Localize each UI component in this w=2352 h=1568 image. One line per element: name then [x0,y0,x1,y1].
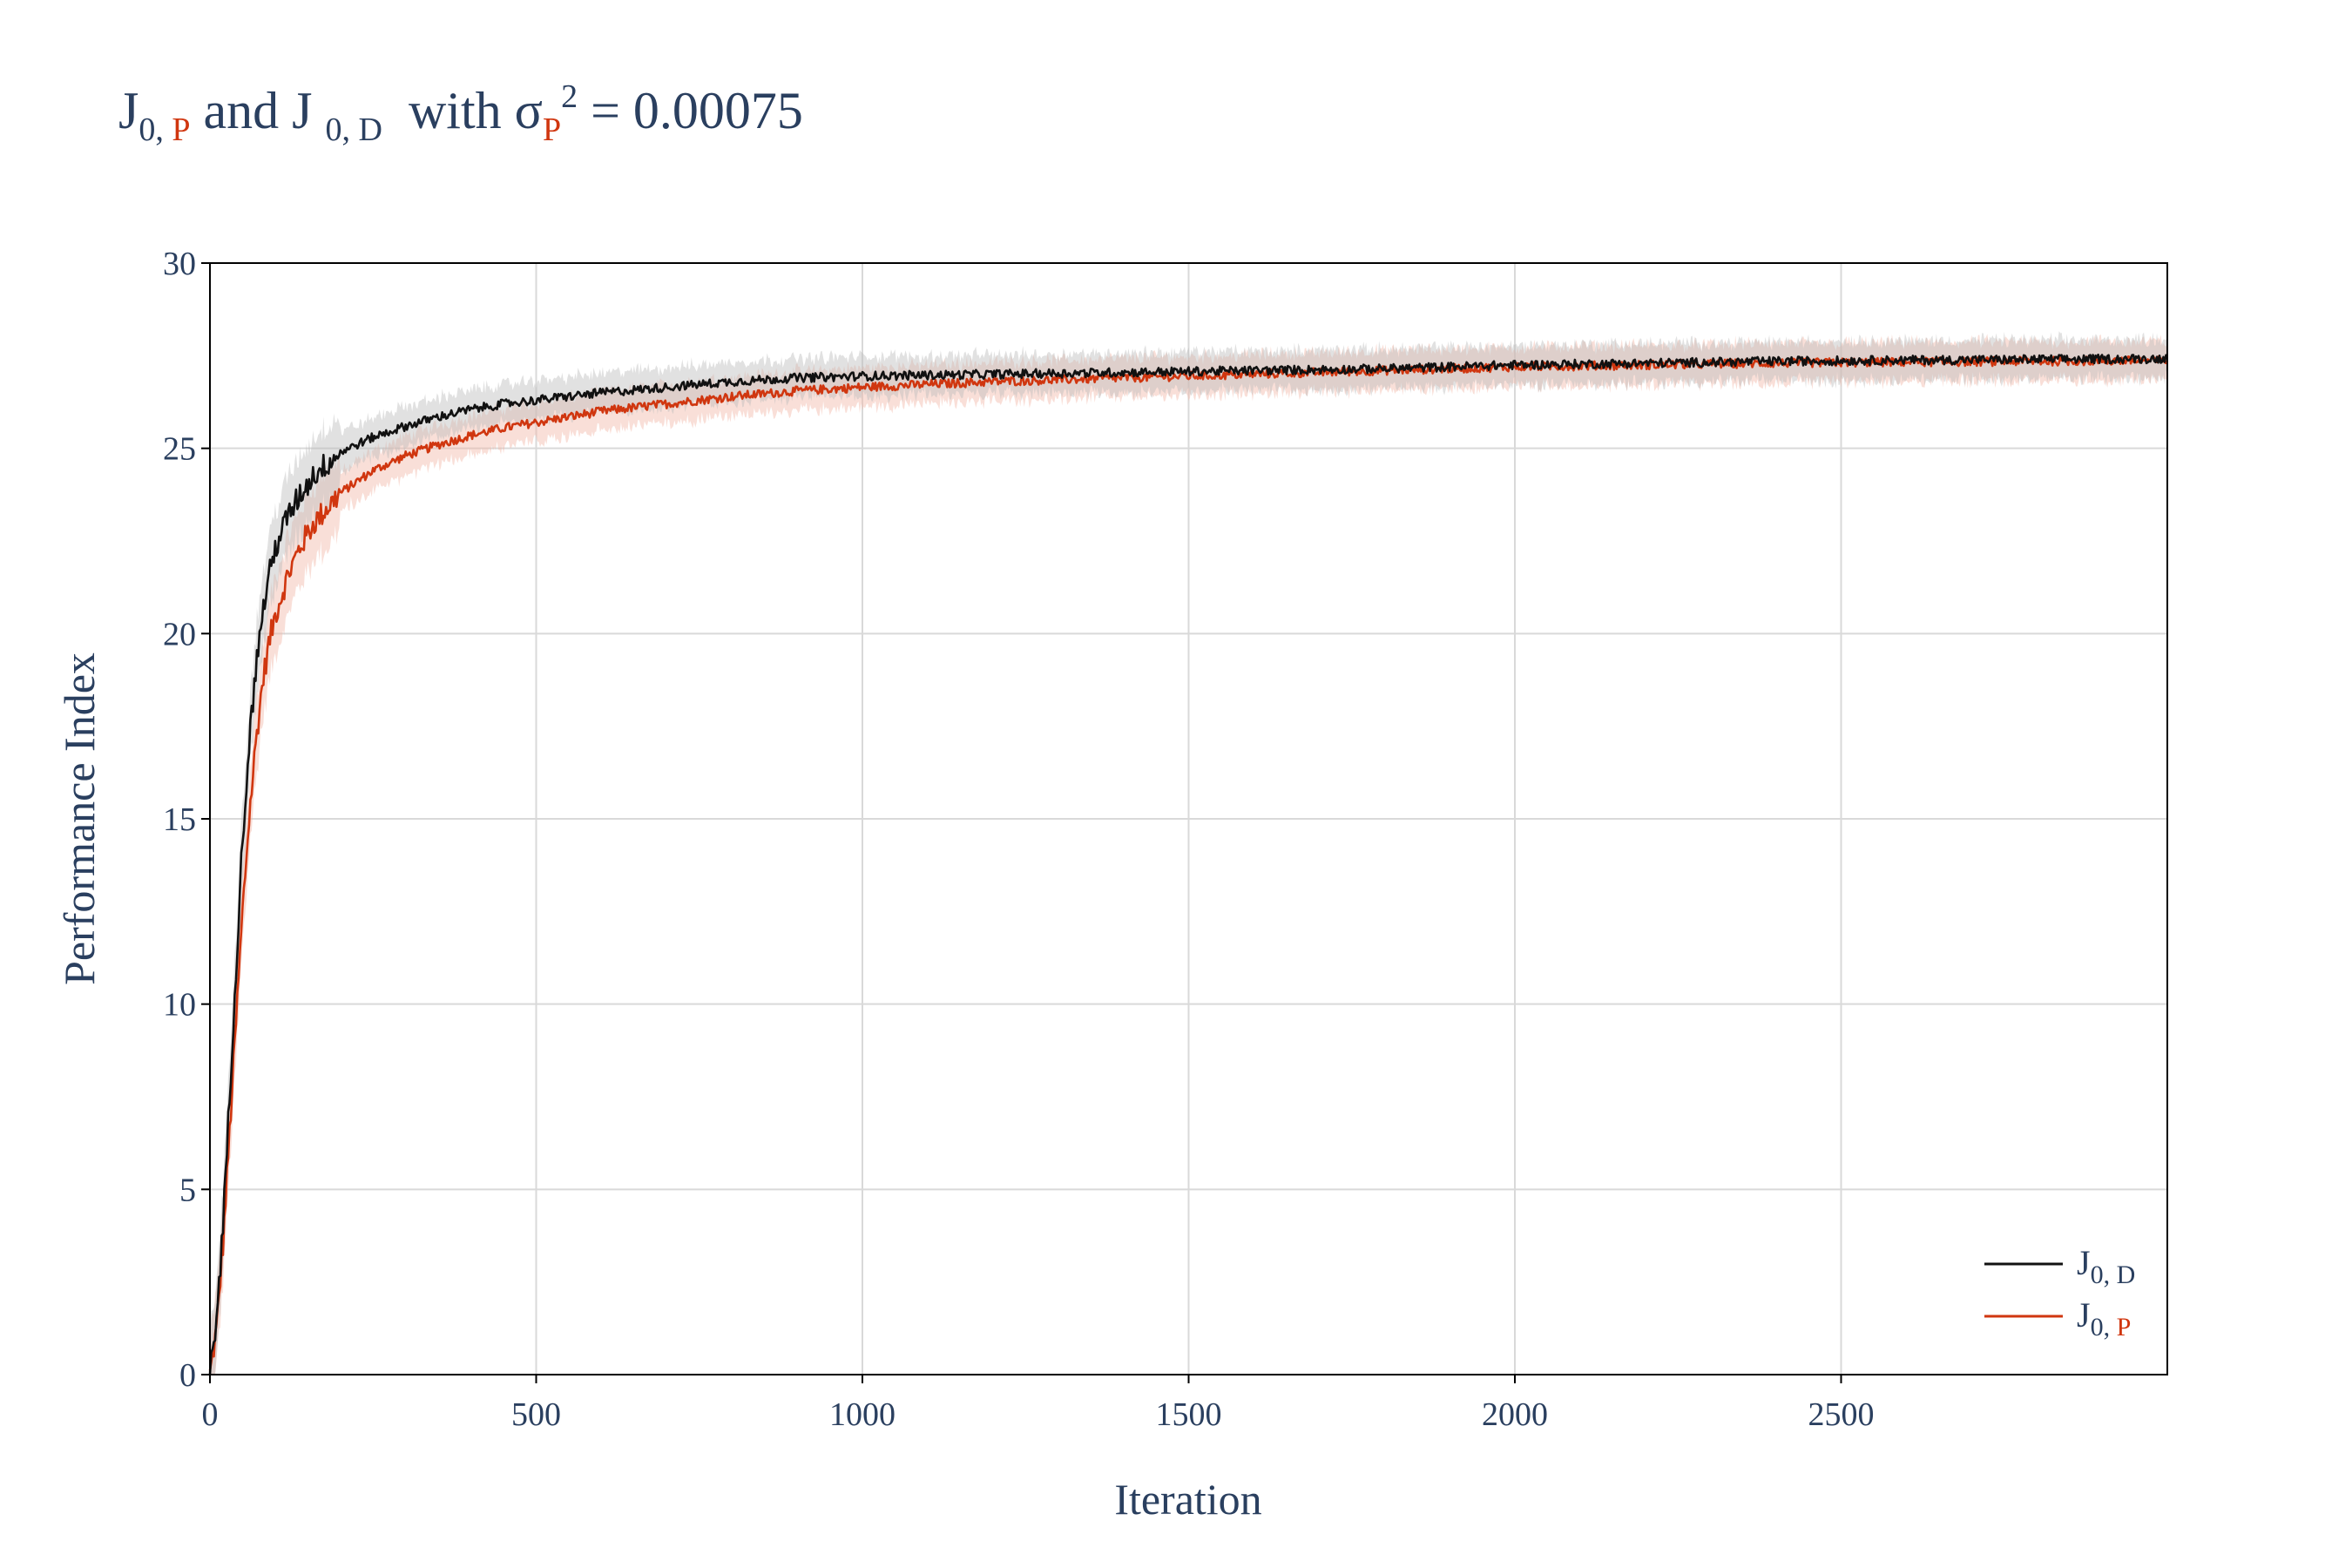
confidence-band [210,334,2167,1375]
x-axis-title: Iteration [1114,1475,1261,1524]
confidence-band [210,331,2167,1375]
gridlines [210,263,2167,1375]
y-tick-label: 30 [163,246,196,282]
y-tick-label: 15 [163,801,196,838]
y-tick-label: 5 [179,1172,196,1208]
confidence-bands [210,331,2167,1375]
series-line [208,353,2168,1375]
axis-ticks: 0 500 1000 1500 2000 2500 0 5 10 15 20 25 30 [163,246,1875,1433]
x-tick-label: 2500 [1808,1396,1875,1433]
y-tick-label: 0 [179,1357,196,1394]
y-tick-label: 20 [163,616,196,652]
x-tick-label: 1000 [829,1396,896,1433]
chart-title: J0, P and J 0, D with σP2 = 0.00075 [118,78,803,148]
x-tick-label: 1500 [1156,1396,1222,1433]
series-lines [208,353,2169,1375]
y-tick-label: 25 [163,431,196,468]
x-tick-label: 0 [202,1396,219,1433]
y-axis-title: Performance Index [55,652,104,985]
x-tick-label: 2000 [1482,1396,1548,1433]
legend: J0, D J0, P [1984,1243,2135,1342]
legend-label: J0, D [2077,1243,2135,1289]
y-tick-label: 10 [163,987,196,1024]
legend-label: J0, P [2077,1295,2131,1342]
x-tick-label: 500 [511,1396,561,1433]
series-line [208,355,2169,1371]
